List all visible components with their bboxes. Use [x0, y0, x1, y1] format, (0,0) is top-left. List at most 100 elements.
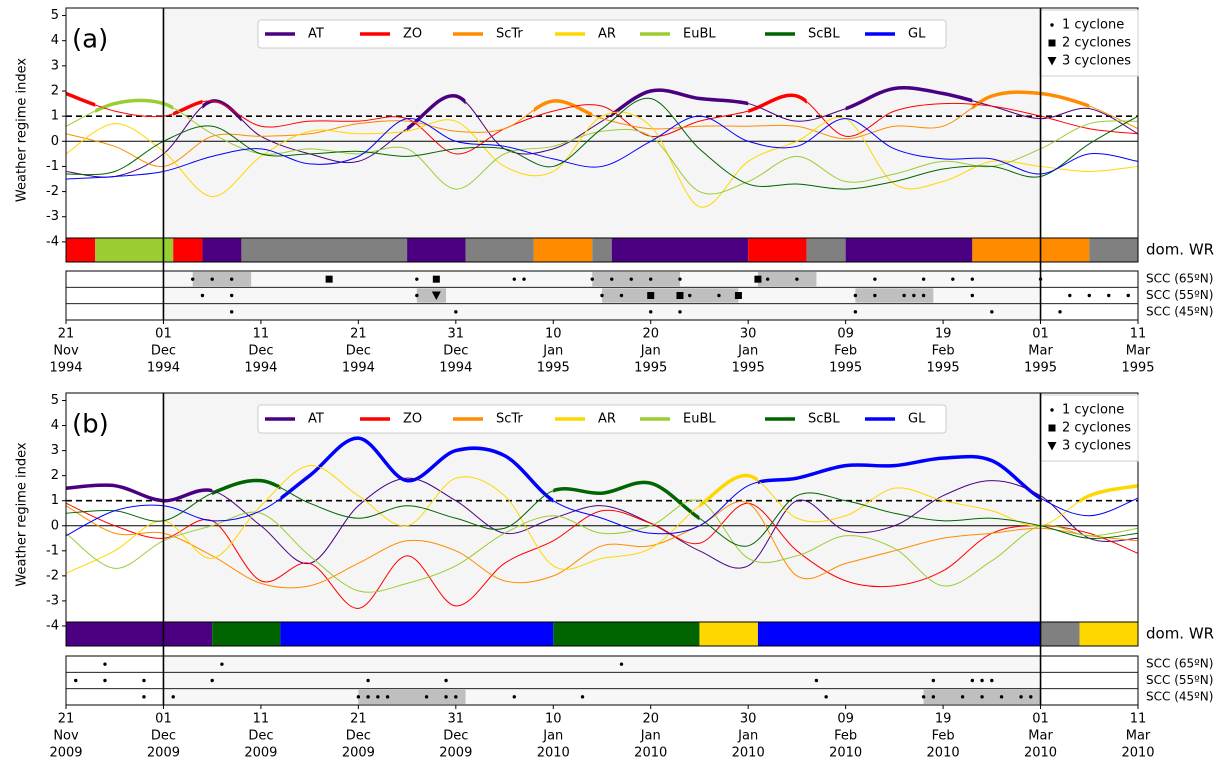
legend-label: 1 cyclone	[1062, 18, 1124, 33]
x-tick-label: Jan	[737, 344, 758, 359]
y-tick-label: -4	[46, 234, 59, 249]
cyclone-marker	[678, 277, 682, 281]
legend-label: ZO	[403, 412, 422, 427]
x-tick-label: 1995	[1121, 361, 1154, 376]
x-tick-label: 01	[155, 712, 172, 727]
cyclone-marker	[522, 277, 526, 281]
cyclone-marker	[678, 310, 682, 314]
series-line	[65, 93, 1139, 155]
scc-period	[602, 288, 739, 303]
x-tick-label: Mar	[1028, 344, 1053, 359]
x-tick-label: 11	[253, 327, 270, 342]
cyclone-marker	[220, 662, 224, 666]
dominant-label: dom. WR	[1146, 241, 1214, 259]
x-tick-label: 2010	[537, 746, 570, 759]
legend-label: AR	[598, 27, 616, 42]
scc-period	[416, 288, 447, 303]
x-tick-label: Nov	[53, 729, 79, 744]
cyclone-marker	[649, 310, 653, 314]
cyclone-marker	[325, 275, 333, 283]
dominant-regime-bar	[95, 238, 174, 262]
y-tick-label: -3	[46, 593, 59, 608]
dominant-regime-bar	[202, 238, 242, 262]
x-tick-label: 31	[448, 712, 465, 727]
cyclone-marker	[580, 695, 585, 699]
legend-label: 3 cyclones	[1062, 54, 1131, 69]
x-tick-label: 2009	[244, 746, 277, 759]
legend-label: EuBL	[683, 27, 716, 42]
x-tick-label: Dec	[443, 729, 468, 744]
cyclone-marker	[415, 277, 419, 281]
scc-frame	[65, 655, 1139, 706]
x-tick-label: 1994	[439, 361, 472, 376]
scc-label: SCC (65ºN)	[1146, 657, 1213, 671]
cyclone-marker	[1087, 293, 1091, 298]
scc-period	[592, 272, 680, 287]
x-tick-label: Mar	[1028, 729, 1053, 744]
cyclone-marker	[921, 293, 926, 298]
cyclone-marker	[1029, 695, 1033, 699]
y-tick-label: 3	[51, 58, 59, 73]
cyclone-marker	[990, 678, 994, 683]
cyclone-marker	[960, 695, 965, 699]
x-tick-label: 1995	[537, 361, 570, 376]
legend-label: AT	[308, 27, 324, 42]
legend-label: AR	[598, 412, 616, 427]
x-tick-label: 1994	[244, 361, 277, 376]
cyclone-marker	[912, 293, 916, 298]
x-tick-label: 20	[642, 327, 659, 342]
cyclone-marker	[853, 310, 858, 314]
y-tick-label: -2	[46, 568, 59, 583]
dominant-regime-bar	[972, 238, 1090, 262]
y-tick-label: 5	[51, 8, 59, 23]
series-line	[65, 437, 1139, 537]
cyclone-marker	[647, 292, 655, 299]
plot-frame	[65, 392, 1139, 647]
y-tick-label: 5	[51, 393, 59, 408]
scc-label: SCC (55ºN)	[1146, 288, 1213, 302]
y-axis-label: Weather regime index	[15, 58, 30, 202]
x-tick-label: 20	[642, 712, 659, 727]
series-line	[65, 115, 1139, 180]
x-tick-label: 11	[253, 712, 270, 727]
x-tick-label: 1995	[732, 361, 765, 376]
x-tick-label: 11	[1130, 712, 1147, 727]
dominant-regime-bar	[465, 238, 534, 262]
plot-frame	[65, 7, 1139, 263]
y-tick-label: -3	[46, 209, 59, 224]
y-tick-label: 0	[51, 518, 59, 533]
legend-label: ScBL	[808, 27, 840, 42]
season-shading	[163, 656, 1041, 705]
x-tick-label: 10	[545, 712, 562, 727]
panel-label: (a)	[72, 25, 108, 55]
x-tick-label: Mar	[1126, 344, 1151, 359]
legend-marker	[1050, 23, 1054, 27]
cyclone-marker	[454, 310, 458, 314]
x-tick-label: 2009	[147, 746, 180, 759]
cyclone-marker	[754, 275, 762, 283]
x-tick-label: Nov	[53, 344, 79, 359]
cyclone-marker	[999, 695, 1004, 699]
x-tick-label: 1995	[1024, 361, 1057, 376]
cyclone-marker	[366, 678, 370, 683]
y-tick-label: 4	[51, 33, 59, 48]
dominant-regime-bar	[241, 238, 408, 262]
legend-box	[1039, 9, 1139, 77]
x-tick-label: 11	[1130, 327, 1147, 342]
cyclone-marker	[171, 695, 175, 699]
scc-period	[855, 288, 934, 303]
cyclone-marker	[629, 277, 633, 281]
cyclone-marker	[356, 695, 361, 699]
cyclone-marker	[610, 277, 614, 281]
x-tick-label: 30	[740, 327, 757, 342]
cyclone-marker	[142, 678, 146, 683]
y-axis-label: Weather regime index	[15, 442, 30, 586]
cyclone-marker	[980, 695, 984, 699]
cyclone-marker	[512, 277, 516, 281]
series-line	[65, 465, 1139, 574]
x-tick-label: Feb	[932, 729, 955, 744]
cyclone-marker	[970, 277, 975, 281]
cyclone-marker	[765, 277, 770, 281]
cyclone-marker	[600, 293, 604, 298]
cyclone-marker	[74, 678, 78, 683]
